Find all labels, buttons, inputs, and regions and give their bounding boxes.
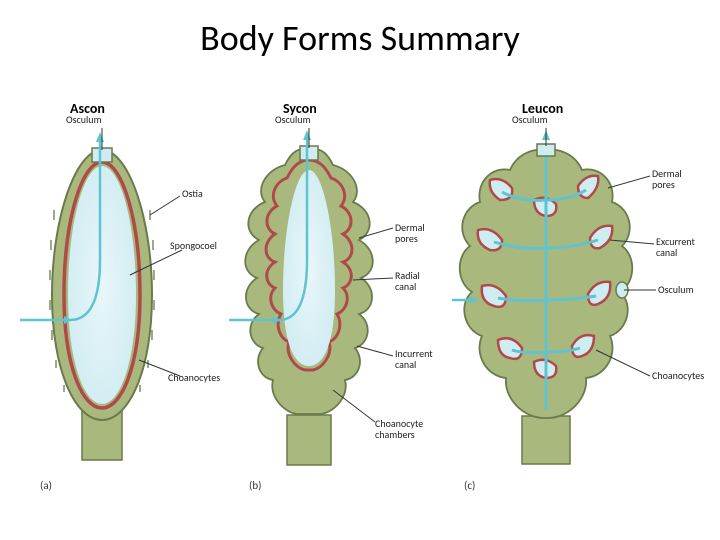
diagram-area: Ascon: [20, 100, 700, 500]
sycon-dermal-pores-label: Dermal pores: [395, 222, 435, 244]
panel-ascon: Ascon: [20, 100, 210, 500]
leucon-excurrent-canal-label: Excurrent canal: [656, 236, 704, 258]
ascon-spongocoel-label: Spongocoel: [170, 240, 217, 251]
leucon-dermal-pores-label: Dermal pores: [652, 168, 700, 190]
sycon-incurrent-canal-label: Incurrent canal: [395, 348, 443, 370]
leucon-letter: (c): [464, 479, 475, 492]
ascon-osculum-label: Osculum: [66, 114, 102, 125]
leucon-osculum2-label: Osculum: [658, 284, 694, 295]
panel-leucon: Leucon: [450, 100, 700, 500]
sycon-choanocyte-chambers-label: Choanocyte chambers: [375, 418, 435, 440]
panel-sycon: Sycon: [225, 100, 435, 500]
leucon-choanocytes-label: Choanocytes: [652, 370, 704, 381]
ascon-ostia-label: Ostia: [182, 188, 203, 199]
ascon-svg: [20, 120, 210, 490]
sycon-letter: (b): [249, 479, 261, 492]
page-title: Body Forms Summary: [0, 0, 720, 60]
ascon-letter: (a): [40, 479, 52, 492]
ascon-choanocytes-label: Choanocytes: [168, 372, 220, 383]
leucon-osculum-label: Osculum: [512, 114, 548, 125]
sycon-osculum-label: Osculum: [275, 114, 311, 125]
sycon-radial-canal-label: Radial canal: [395, 270, 435, 292]
